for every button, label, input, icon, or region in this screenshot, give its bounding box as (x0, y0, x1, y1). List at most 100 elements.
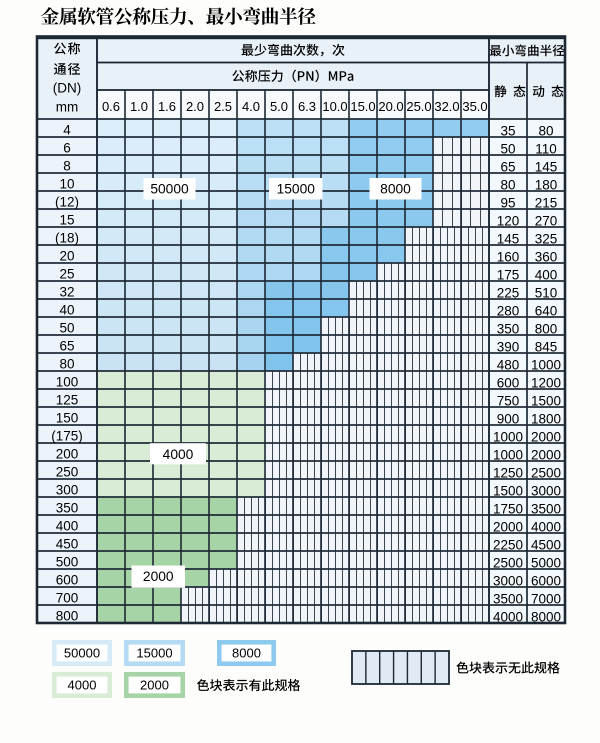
svg-text:2.0: 2.0 (186, 99, 204, 114)
svg-text:4500: 4500 (531, 538, 561, 553)
svg-text:500: 500 (56, 555, 79, 570)
svg-text:8000: 8000 (232, 646, 261, 661)
svg-text:25: 25 (59, 267, 74, 282)
svg-text:800: 800 (535, 322, 558, 337)
svg-text:350: 350 (56, 501, 79, 516)
svg-text:250: 250 (56, 465, 79, 480)
svg-text:160: 160 (497, 250, 520, 265)
svg-text:32.0: 32.0 (434, 99, 459, 114)
svg-text:600: 600 (56, 573, 79, 588)
svg-text:8: 8 (63, 159, 71, 174)
svg-text:640: 640 (535, 304, 558, 319)
svg-text:35: 35 (500, 124, 515, 139)
svg-text:400: 400 (56, 519, 79, 534)
svg-text:150: 150 (56, 411, 79, 426)
svg-text:1500: 1500 (531, 394, 561, 409)
svg-text:4000: 4000 (163, 447, 194, 462)
svg-text:20.0: 20.0 (378, 99, 403, 114)
svg-text:5000: 5000 (531, 556, 561, 571)
svg-text:125: 125 (56, 393, 79, 408)
svg-text:145: 145 (497, 232, 520, 247)
svg-text:80: 80 (538, 124, 553, 139)
svg-text:4000: 4000 (493, 610, 523, 625)
svg-text:3000: 3000 (493, 574, 523, 589)
svg-text:900: 900 (497, 412, 520, 427)
svg-text:95: 95 (500, 196, 515, 211)
svg-text:1000: 1000 (531, 358, 561, 373)
svg-text:225: 225 (497, 286, 520, 301)
svg-text:360: 360 (535, 250, 558, 265)
svg-text:215: 215 (535, 196, 558, 211)
svg-text:4000: 4000 (531, 520, 561, 535)
svg-text:10.0: 10.0 (322, 99, 347, 114)
svg-text:1750: 1750 (493, 502, 523, 517)
svg-text:1000: 1000 (493, 448, 523, 463)
svg-text:510: 510 (535, 286, 558, 301)
svg-text:200: 200 (56, 447, 79, 462)
svg-text:80: 80 (59, 357, 74, 372)
svg-text:480: 480 (497, 358, 520, 373)
svg-text:8000: 8000 (531, 610, 561, 625)
svg-text:15000: 15000 (136, 646, 172, 661)
svg-text:2000: 2000 (140, 678, 169, 693)
svg-text:270: 270 (535, 214, 558, 229)
svg-text:3500: 3500 (493, 592, 523, 607)
svg-text:50: 50 (59, 321, 74, 336)
svg-text:2000: 2000 (531, 430, 561, 445)
svg-text:350: 350 (497, 322, 520, 337)
svg-text:700: 700 (56, 591, 79, 606)
svg-text:390: 390 (497, 340, 520, 355)
svg-text:80: 80 (500, 178, 515, 193)
svg-text:1.6: 1.6 (158, 99, 176, 114)
svg-text:65: 65 (59, 339, 74, 354)
svg-text:750: 750 (497, 394, 520, 409)
svg-text:2000: 2000 (493, 520, 523, 535)
svg-text:2000: 2000 (531, 448, 561, 463)
svg-text:7000: 7000 (531, 592, 561, 607)
svg-text:65: 65 (500, 160, 515, 175)
svg-text:1250: 1250 (493, 466, 523, 481)
svg-text:180: 180 (535, 178, 558, 193)
svg-text:mm: mm (56, 100, 79, 115)
svg-text:6000: 6000 (531, 574, 561, 589)
svg-text:4.0: 4.0 (242, 99, 260, 114)
svg-text:3500: 3500 (531, 502, 561, 517)
svg-text:2500: 2500 (493, 556, 523, 571)
svg-text:2.5: 2.5 (214, 99, 232, 114)
svg-text:600: 600 (497, 376, 520, 391)
svg-text:120: 120 (497, 214, 520, 229)
svg-text:50: 50 (500, 142, 515, 157)
svg-text:800: 800 (56, 609, 79, 624)
svg-text:25.0: 25.0 (406, 99, 431, 114)
svg-text:845: 845 (535, 340, 558, 355)
svg-text:450: 450 (56, 537, 79, 552)
svg-text:2250: 2250 (493, 538, 523, 553)
svg-text:(175): (175) (51, 429, 83, 444)
svg-text:300: 300 (56, 483, 79, 498)
svg-text:400: 400 (535, 268, 558, 283)
svg-text:1500: 1500 (493, 484, 523, 499)
svg-text:3000: 3000 (531, 484, 561, 499)
svg-text:0.6: 0.6 (102, 99, 120, 114)
svg-text:1.0: 1.0 (130, 99, 148, 114)
svg-text:110: 110 (535, 142, 557, 157)
svg-text:50000: 50000 (64, 646, 100, 661)
svg-text:(12): (12) (55, 195, 79, 210)
svg-text:325: 325 (535, 232, 558, 247)
svg-text:4: 4 (63, 123, 71, 138)
svg-text:(DN): (DN) (53, 81, 82, 96)
svg-text:15: 15 (59, 213, 74, 228)
svg-text:35.0: 35.0 (462, 99, 487, 114)
svg-text:5.0: 5.0 (270, 99, 288, 114)
svg-text:6.3: 6.3 (298, 99, 316, 114)
svg-text:100: 100 (56, 375, 79, 390)
svg-text:4000: 4000 (68, 678, 97, 693)
svg-text:2000: 2000 (143, 569, 174, 584)
svg-text:175: 175 (497, 268, 520, 283)
svg-text:32: 32 (59, 285, 74, 300)
svg-text:8000: 8000 (380, 182, 411, 197)
svg-text:145: 145 (535, 160, 558, 175)
svg-text:15000: 15000 (277, 182, 316, 197)
svg-text:10: 10 (59, 177, 74, 192)
svg-text:2500: 2500 (531, 466, 561, 481)
